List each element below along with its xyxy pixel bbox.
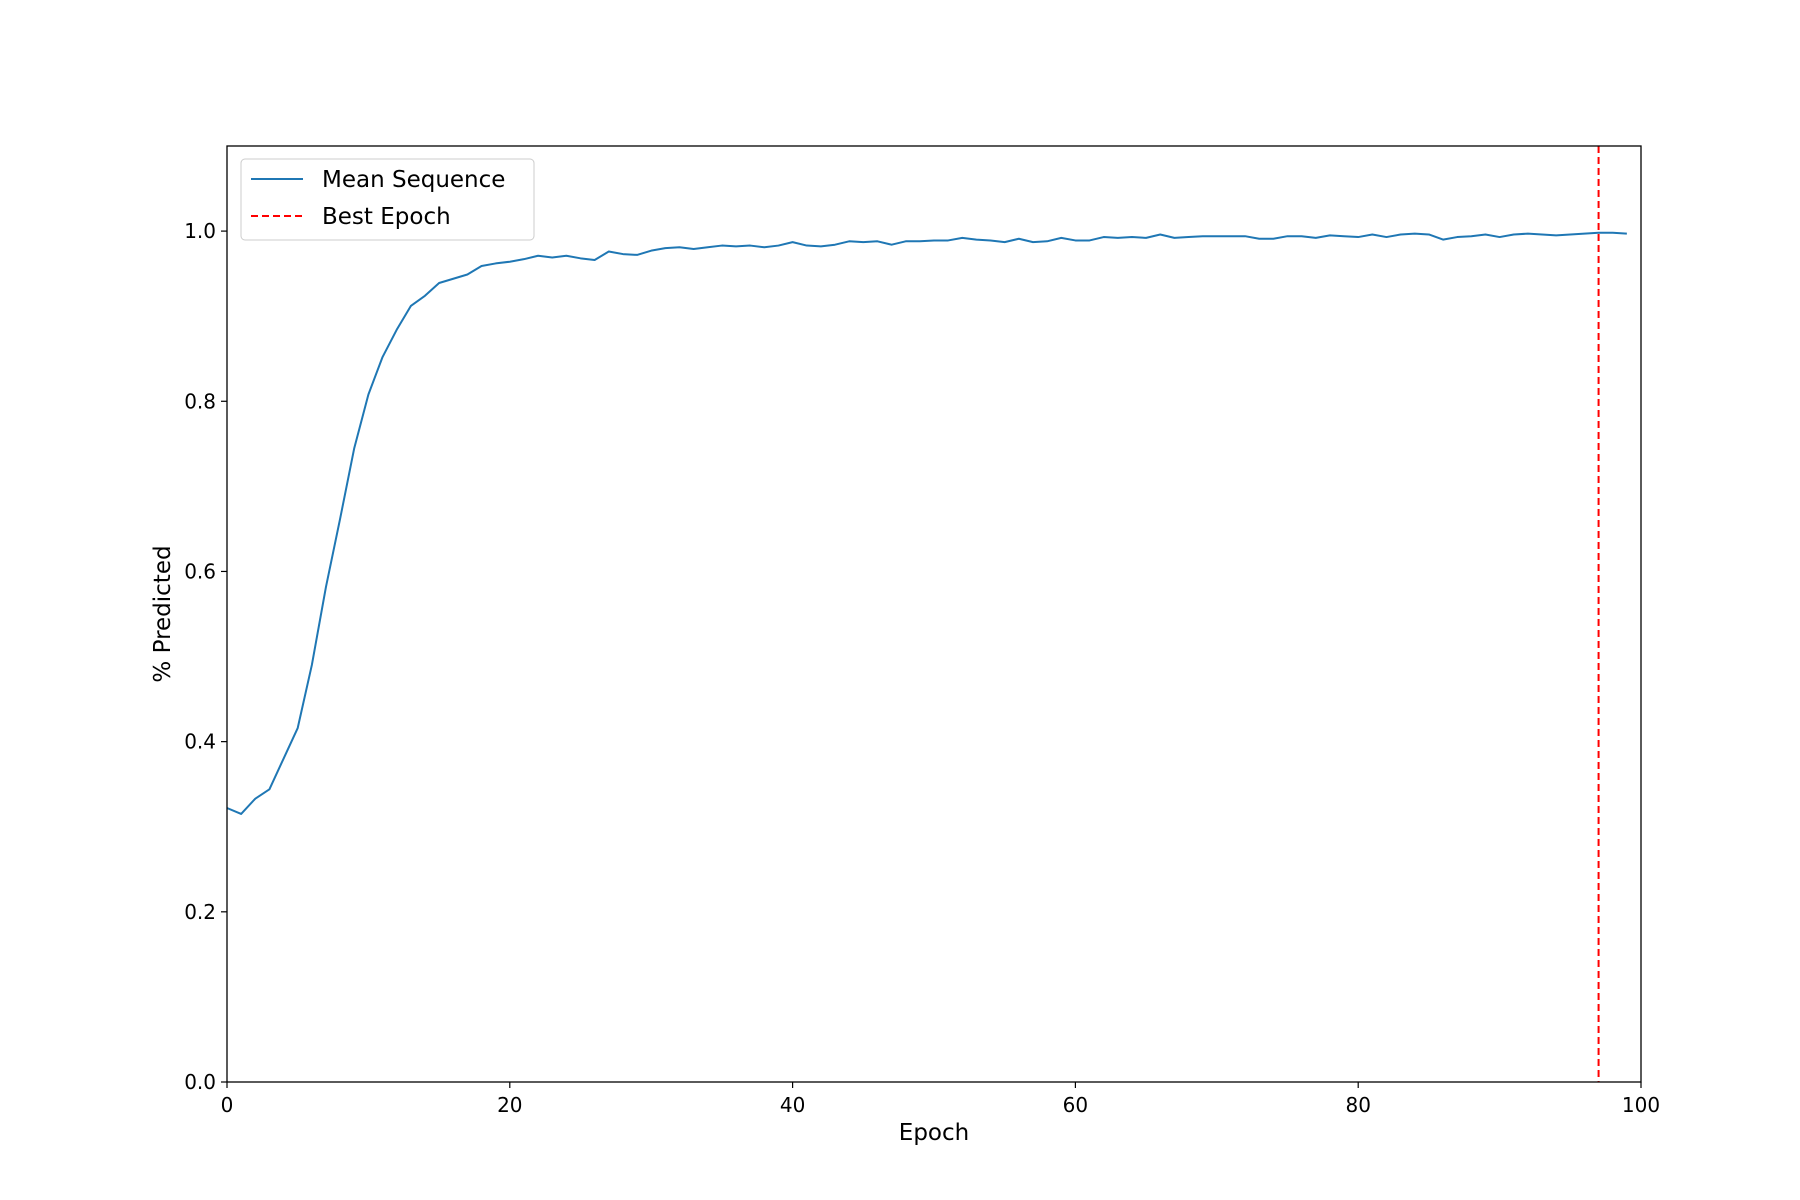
- plot-area: [227, 146, 1641, 1082]
- y-axis-label: % Predicted: [150, 545, 176, 682]
- data-layer: [226, 146, 1627, 1082]
- x-tick-label: 60: [1063, 1093, 1088, 1117]
- x-tick-label: 80: [1345, 1093, 1370, 1117]
- mean-sequence-line: [226, 231, 1627, 815]
- x-tick-label: 0: [221, 1093, 234, 1117]
- legend-label-best-epoch: Best Epoch: [322, 204, 451, 230]
- legend-label-mean-sequence: Mean Sequence: [322, 167, 505, 193]
- x-tick-label: 20: [497, 1093, 522, 1117]
- y-tick-label: 0.8: [184, 389, 216, 413]
- x-tick-label: 40: [780, 1093, 805, 1117]
- y-tick-label: 0.6: [184, 559, 216, 583]
- y-tick-label: 0.0: [184, 1070, 216, 1094]
- legend-box: [240, 158, 535, 241]
- x-tick-label: 100: [1622, 1093, 1660, 1117]
- x-axis: 0 20 40 60 80 100: [221, 1082, 1660, 1117]
- legend: Mean Sequence Best Epoch: [240, 158, 535, 241]
- y-tick-label: 0.4: [184, 730, 216, 754]
- plot-frame: [226, 145, 1642, 1083]
- y-tick-label: 0.2: [184, 900, 216, 924]
- y-axis: 0.0 0.2 0.4 0.6 0.8 1.0: [184, 219, 227, 1094]
- x-axis-label: Epoch: [899, 1120, 969, 1146]
- y-tick-label: 1.0: [184, 219, 216, 243]
